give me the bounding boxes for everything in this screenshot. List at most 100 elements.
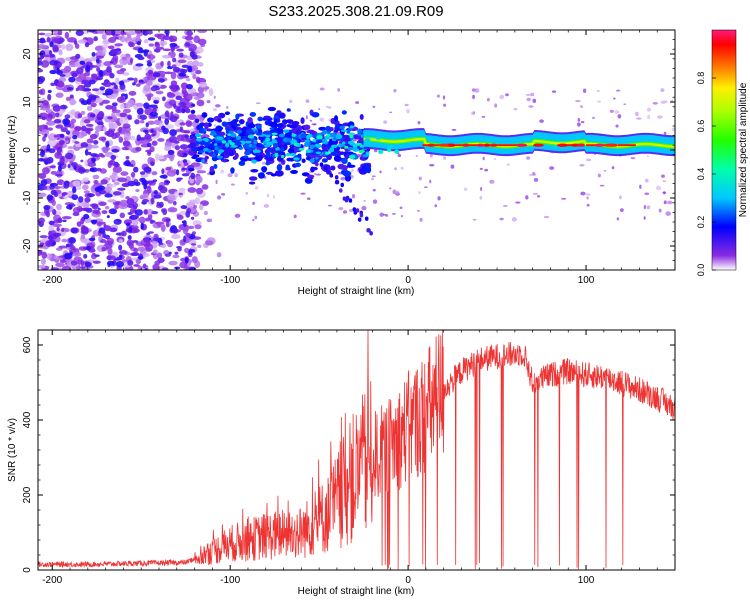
spectro-noise-blob [155, 63, 161, 70]
spectro-noise-blob [151, 140, 158, 146]
spectro-noise-blob [164, 145, 172, 152]
spectro-transition-blob [352, 144, 358, 148]
spectro-signal-blob [285, 164, 290, 170]
spectro-noise-blob [146, 142, 152, 148]
spectro-signal-core [335, 134, 343, 140]
spectro-signal-core [340, 129, 348, 133]
spectro-noise-blob [43, 204, 51, 210]
spectro-signal-core [315, 156, 319, 160]
spectro-faint-dot [252, 218, 255, 222]
spectro-noise-blob [135, 83, 141, 87]
spectro-faint-dot [203, 210, 208, 216]
spectro-faint-dot [352, 139, 357, 142]
spectro-ridge-hotspot [557, 143, 569, 147]
spectro-noise-blob [193, 96, 201, 101]
spectro-faint-dot [272, 194, 275, 199]
figure-title: S233.2025.308.21.09.R09 [268, 3, 443, 20]
spectro-faint-dot [586, 158, 592, 162]
spectro-noise-blob [119, 103, 125, 110]
spectro-signal-blob [249, 176, 258, 181]
spectro-noise-blob [57, 165, 62, 172]
spectro-signal-blob [221, 121, 228, 127]
spectro-signal-blob [309, 130, 316, 136]
spectro-faint-dot [479, 167, 483, 170]
spectro-faint-dot [363, 200, 366, 202]
spectro-faint-dot [230, 183, 235, 186]
spectro-faint-dot [615, 124, 619, 128]
spectro-transition-blob [349, 133, 354, 139]
spectro-signal-core [207, 149, 213, 153]
spectro-signal-core [326, 130, 331, 135]
spectro-transition-blob [325, 151, 330, 155]
spectro-signal-core [347, 147, 354, 151]
spectro-noise-blob [164, 110, 170, 118]
spectro-signal-core [258, 143, 263, 147]
spectro-ridge-hotspot [462, 143, 470, 147]
spectro-faint-dot [580, 120, 585, 124]
spectro-faint-dot [665, 211, 671, 216]
spectro-signal-core [199, 127, 205, 133]
spectro-noise-blob [107, 199, 117, 203]
spectro-noise-blob [177, 150, 184, 157]
spectro-noise-blob [102, 81, 112, 88]
spectro-signal-core [235, 123, 241, 127]
spectro-noise-blob [147, 120, 155, 125]
spectro-noise-blob [72, 135, 78, 140]
colorbar-tick-label: 0.8 [696, 72, 706, 85]
spectro-faint-dot [472, 218, 477, 221]
spectro-noise-blob [56, 146, 63, 153]
spectro-noise-blob [68, 121, 75, 129]
spectro-transition-blob [286, 152, 291, 157]
spectro-noise-blob [127, 114, 132, 120]
spectro-noise-blob [80, 234, 86, 240]
spectro-noise-blob [119, 112, 127, 118]
spectro-noise-blob [47, 235, 53, 240]
spectro-signal-blob [206, 128, 213, 132]
spectro-noise-blob [60, 127, 68, 133]
spectro-noise-blob [52, 223, 62, 228]
spectro-noise-blob [115, 77, 120, 85]
spectro-signal-blob [219, 131, 226, 136]
spectro-faint-dot [355, 101, 360, 104]
spectro-faint-dot [532, 171, 535, 176]
spectro-signal-blob [342, 170, 352, 177]
spectro-faint-dot [361, 205, 367, 211]
spectro-signal-core [254, 130, 259, 134]
spectro-noise-blob [61, 265, 72, 270]
spectro-noise-blob [90, 102, 97, 108]
spectro-transition-blob [349, 154, 356, 160]
spectro-noise-blob [194, 46, 204, 54]
spectro-faint-dot [391, 213, 397, 215]
spectro-noise-blob [174, 145, 180, 151]
spectro-signal-blob [191, 155, 198, 160]
spectro-noise-blob [87, 151, 92, 156]
spectro-noise-blob [137, 56, 145, 61]
spectro-noise-blob [110, 48, 118, 55]
spectro-signal-core [205, 142, 211, 146]
spectro-noise-blob [67, 163, 71, 169]
spectro-noise-blob [195, 187, 204, 195]
spectro-noise-blob [159, 174, 168, 179]
spectro-signal-blob [301, 158, 306, 163]
spectro-signal-core [289, 152, 296, 157]
spectro-noise-blob [82, 177, 90, 183]
spectro-faint-dot [511, 217, 517, 222]
spectro-faint-dot [234, 213, 241, 218]
spectro-noise-blob [122, 72, 130, 76]
spectro-noise-blob [110, 82, 117, 86]
spectro-tail-blob [344, 197, 349, 203]
spectro-noise-blob [63, 182, 70, 189]
spectro-faint-dot [193, 204, 198, 209]
spectro-noise-blob [182, 220, 187, 228]
spectro-noise-blob [175, 169, 180, 176]
spectro-noise-blob [77, 113, 83, 119]
spectro-faint-dot [580, 191, 586, 196]
spectro-noise-blob [119, 199, 129, 207]
spectro-noise-blob [126, 31, 136, 35]
spectro-noise-blob [111, 102, 118, 107]
spectro-noise-blob [91, 88, 100, 92]
spectro-noise-blob [98, 152, 104, 157]
spectro-noise-blob [147, 37, 156, 41]
spectro-noise-blob [153, 99, 159, 104]
spectro-noise-blob [185, 210, 191, 218]
